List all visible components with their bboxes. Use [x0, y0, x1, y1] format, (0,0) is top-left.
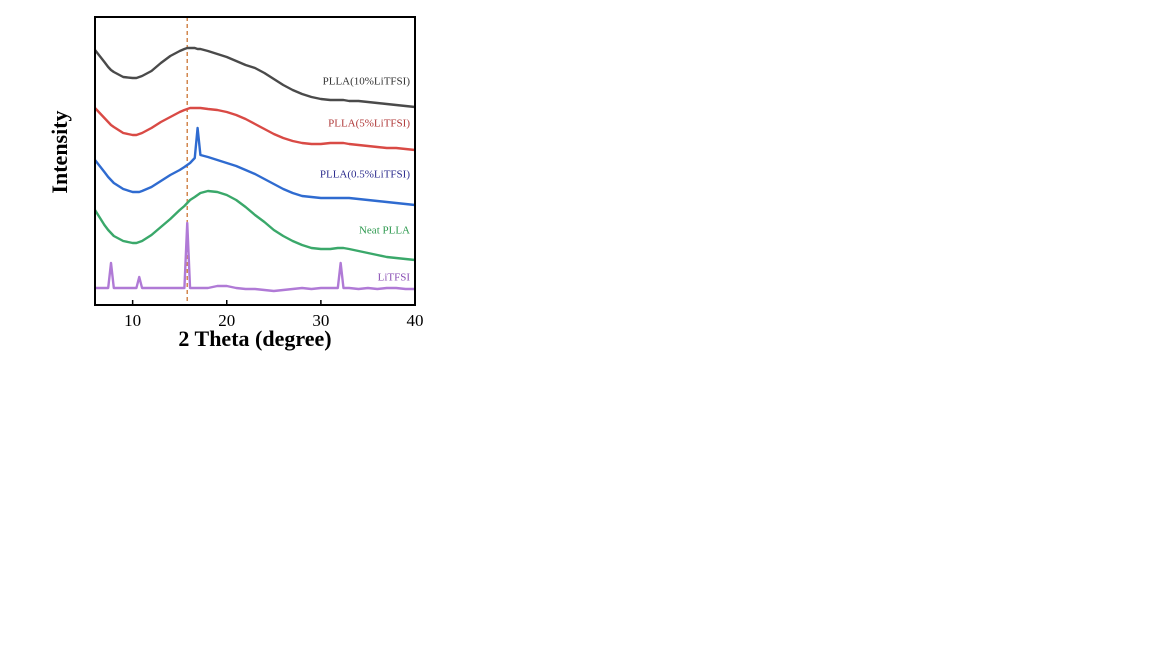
series-label: Neat PLLA [359, 225, 410, 237]
series-label: PLLA(0.5%LiTFSI) [320, 169, 410, 181]
series-line [94, 106, 416, 152]
series-label: LiTFSI [378, 272, 411, 284]
x-axis-title: 2 Theta (degree) [178, 326, 331, 351]
series-line [93, 189, 416, 262]
y-axis-title: Intensity [47, 110, 72, 193]
series-label: PLLA(10%LiTFSI) [323, 76, 411, 88]
series-label: PLLA(5%LiTFSI) [328, 118, 410, 130]
plot-frame [94, 16, 416, 306]
x-tick-label: 30 [312, 311, 329, 330]
x-tick-label: 10 [124, 311, 141, 330]
x-tick-label: 20 [218, 311, 235, 330]
x-tick-label: 40 [407, 311, 424, 330]
series-line [95, 221, 415, 293]
series-line [94, 126, 416, 207]
series-line [94, 46, 416, 109]
